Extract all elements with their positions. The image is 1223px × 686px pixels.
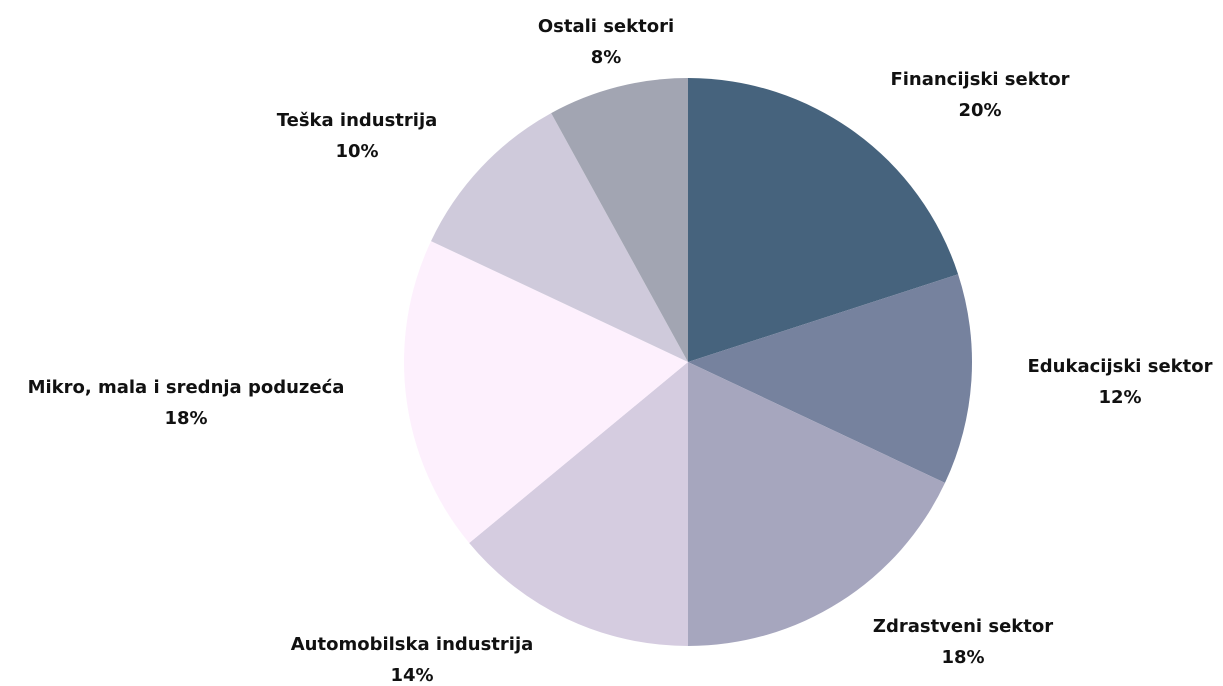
slice-value: 14%: [390, 665, 433, 686]
slice-label: Zdrastveni sektor: [873, 616, 1053, 637]
pie-slice: [431, 113, 688, 362]
pie-slice: [688, 78, 959, 362]
slice-value: 12%: [1098, 387, 1141, 408]
pie-slice: [551, 78, 688, 362]
slice-value: 18%: [941, 647, 984, 668]
slice-value: 10%: [335, 141, 378, 162]
pie-slice: [688, 362, 945, 646]
pie-slice: [688, 274, 972, 483]
slice-label: Financijski sektor: [890, 69, 1069, 90]
slice-label: Ostali sektori: [538, 16, 674, 37]
slice-value: 18%: [164, 408, 207, 429]
pie-slice: [469, 362, 688, 646]
slice-label: Edukacijski sektor: [1028, 356, 1213, 377]
slice-value: 20%: [958, 100, 1001, 121]
slice-value: 8%: [591, 47, 622, 68]
pie-slice: [403, 241, 688, 544]
slice-label: Mikro, mala i srednja poduzeća: [28, 377, 345, 398]
slice-label: Automobilska industrija: [291, 634, 534, 655]
slice-label: Teška industrija: [277, 110, 438, 131]
